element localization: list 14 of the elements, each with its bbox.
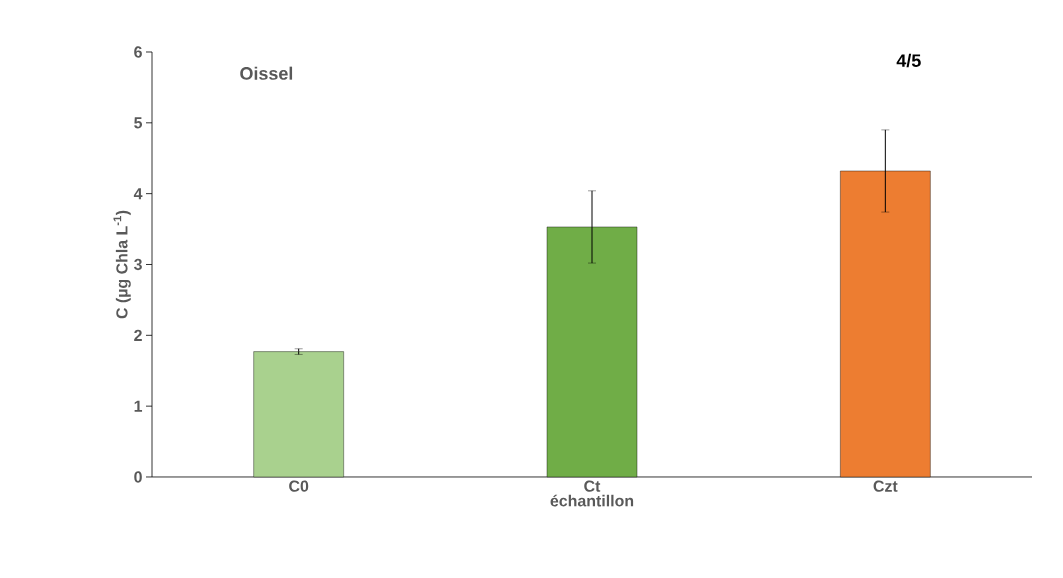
y-tick-label: 3 [133,258,142,271]
y-axis-title: C (µg Chla L$^{-1}$) [113,210,131,319]
y-tick-label: 2 [134,329,142,341]
y-tick-label: 0 [134,471,142,483]
annotation: 4/5 [896,53,921,68]
annotation: Oissel [240,66,293,80]
x-tick-label: Czt [873,480,898,492]
y-tick-label: 5 [134,117,143,129]
y-tick-label: 1 [134,400,143,412]
x-tick-label: C0 [289,480,309,492]
y-tick-label: 4 [133,188,143,200]
y-tick-label: 6 [134,46,142,58]
x-tick-label: Ct [584,480,601,492]
x-axis-title: échantillon [550,494,634,507]
